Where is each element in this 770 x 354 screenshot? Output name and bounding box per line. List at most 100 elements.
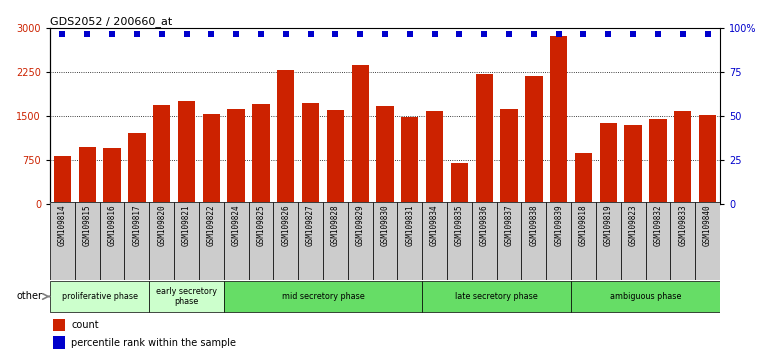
Text: GSM109826: GSM109826 — [281, 204, 290, 246]
Point — [454, 31, 466, 36]
Bar — [50, 281, 149, 312]
Text: GSM109819: GSM109819 — [604, 204, 613, 246]
Bar — [574, 153, 592, 204]
Bar — [671, 202, 695, 280]
Bar — [53, 319, 65, 331]
Text: GSM109828: GSM109828 — [331, 204, 340, 246]
Text: GSM109838: GSM109838 — [529, 204, 538, 246]
Text: count: count — [72, 320, 99, 330]
Bar — [227, 109, 245, 204]
Bar — [674, 111, 691, 204]
Point — [180, 31, 192, 36]
Bar — [348, 202, 373, 280]
Text: GSM109835: GSM109835 — [455, 204, 464, 246]
Text: GSM109831: GSM109831 — [405, 204, 414, 246]
Point — [553, 31, 565, 36]
Bar — [224, 202, 249, 280]
Bar — [373, 202, 397, 280]
Bar — [571, 281, 720, 312]
Bar — [302, 103, 320, 204]
Point — [230, 31, 243, 36]
Text: GSM109834: GSM109834 — [430, 204, 439, 246]
Point — [81, 31, 93, 36]
Text: other: other — [17, 291, 42, 302]
Bar — [397, 202, 422, 280]
Text: GSM109816: GSM109816 — [108, 204, 116, 246]
Text: ambiguous phase: ambiguous phase — [610, 292, 681, 301]
Bar — [53, 336, 65, 349]
Text: GSM109823: GSM109823 — [628, 204, 638, 246]
Text: GSM109822: GSM109822 — [207, 204, 216, 246]
Bar — [125, 202, 149, 280]
Point — [131, 31, 143, 36]
Point — [56, 31, 69, 36]
Bar — [352, 64, 369, 204]
Bar — [525, 76, 543, 204]
Text: GSM109815: GSM109815 — [82, 204, 92, 246]
Point — [503, 31, 515, 36]
Point — [701, 31, 714, 36]
Bar — [273, 202, 298, 280]
Bar — [621, 202, 645, 280]
Point — [527, 31, 540, 36]
Text: late secretory phase: late secretory phase — [455, 292, 538, 301]
Bar — [550, 36, 567, 204]
Bar — [645, 202, 671, 280]
Point — [478, 31, 490, 36]
Bar — [377, 106, 393, 204]
Text: GSM109827: GSM109827 — [306, 204, 315, 246]
Text: percentile rank within the sample: percentile rank within the sample — [72, 338, 236, 348]
Bar — [103, 148, 121, 204]
Bar — [178, 101, 196, 204]
Bar — [253, 104, 270, 204]
Point — [403, 31, 416, 36]
Bar — [249, 202, 273, 280]
Bar — [128, 133, 146, 204]
Bar — [521, 202, 546, 280]
Bar — [546, 202, 571, 280]
Bar — [596, 202, 621, 280]
Text: GSM109837: GSM109837 — [504, 204, 514, 246]
Bar — [401, 116, 419, 204]
Point — [280, 31, 292, 36]
Bar — [326, 110, 344, 204]
Bar — [174, 202, 199, 280]
Text: GSM109817: GSM109817 — [132, 204, 142, 246]
Point — [578, 31, 590, 36]
Bar — [699, 115, 716, 204]
Bar — [224, 281, 422, 312]
Bar — [203, 114, 220, 204]
Bar — [153, 105, 170, 204]
Bar — [149, 281, 224, 312]
Bar — [450, 163, 468, 204]
Bar — [422, 202, 447, 280]
Point — [379, 31, 391, 36]
Bar — [50, 202, 75, 280]
Bar — [75, 202, 99, 280]
Bar — [695, 202, 720, 280]
Text: GSM109818: GSM109818 — [579, 204, 588, 246]
Text: GSM109821: GSM109821 — [182, 204, 191, 246]
Text: GSM109840: GSM109840 — [703, 204, 712, 246]
Text: early secretory
phase: early secretory phase — [156, 287, 217, 306]
Point — [330, 31, 342, 36]
Bar — [624, 125, 641, 204]
Text: GSM109829: GSM109829 — [356, 204, 365, 246]
Point — [428, 31, 440, 36]
Point — [255, 31, 267, 36]
Bar — [426, 111, 444, 204]
Point — [304, 31, 316, 36]
Bar — [476, 74, 493, 204]
Point — [354, 31, 367, 36]
Bar — [472, 202, 497, 280]
Bar — [422, 281, 571, 312]
Bar — [600, 123, 617, 204]
Text: GSM109832: GSM109832 — [654, 204, 662, 246]
Text: mid secretory phase: mid secretory phase — [282, 292, 364, 301]
Bar — [149, 202, 174, 280]
Bar — [497, 202, 521, 280]
Bar — [79, 148, 96, 204]
Bar — [99, 202, 125, 280]
Text: GSM109836: GSM109836 — [480, 204, 489, 246]
Text: GSM109825: GSM109825 — [256, 204, 266, 246]
